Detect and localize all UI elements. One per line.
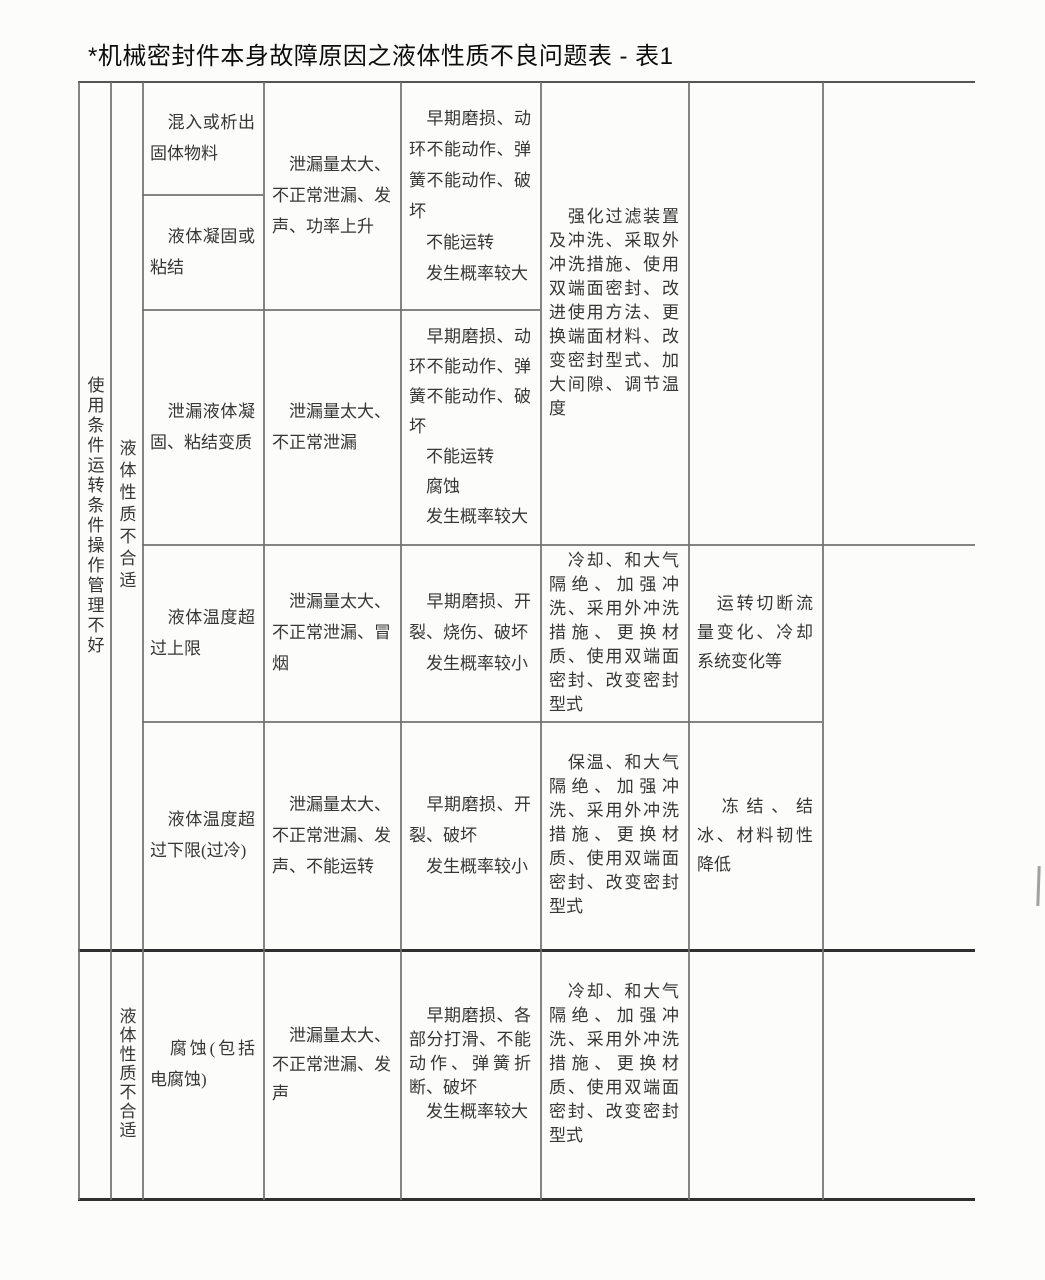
group-header-liquid-property-bottom: 液体性质不合适 <box>116 1007 136 1140</box>
cell-damage-corrosion: 早期磨损、各部分打滑、不能动作、弹簧折断、破坏 发生概率较大 <box>409 1006 531 1121</box>
cell-damage-rows12: 早期磨损、动环不能动作、弹簧不能动作、破坏 不能运转 发生概率较大 <box>409 108 531 283</box>
grid-line-col5-col6 <box>540 82 542 1200</box>
cell-effect-row5: 冻结、结冰、材料韧性降低 <box>697 796 813 874</box>
cell-cause-temp-under-limit: 液体温度超过下限(过冷) <box>150 810 255 860</box>
cell-damage-row4: 早期磨损、开裂、烧伤、破坏 发生概率较小 <box>409 592 531 673</box>
cell-damage-row5: 早期磨损、开裂、破坏 发生概率较小 <box>409 794 531 876</box>
cell-cause-liquid-solidify: 液体凝固或粘结 <box>150 226 255 277</box>
row-header-operating-conditions: 使用条件运转条件操作管理不好 <box>84 375 104 656</box>
scan-artifact-mark <box>1036 865 1041 907</box>
grid-line-col2-col3 <box>142 82 144 1200</box>
table-title: *机械密封件本身故障原因之液体性质不良问题表 - 表1 <box>88 43 674 70</box>
cell-measure-corrosion: 冷却、和大气隔绝、加强冲洗、采用外冲洗措施、更换材质、使用双端面密封、改变密封型… <box>549 982 679 1145</box>
table-border-top <box>78 81 975 83</box>
cell-leak-rows12: 泄漏量太大、不正常泄漏、发声、功率上升 <box>272 155 391 236</box>
grid-line-row1-row2 <box>142 194 263 196</box>
cell-leak-row3: 泄漏量太大、不正常泄漏 <box>272 401 391 452</box>
grid-line-col7-col8 <box>822 82 824 1200</box>
cell-measure-row4: 冷却、和大气隔绝、加强冲洗、采用外冲洗措施、更换材质、使用双端面密封、改变密封型… <box>549 550 679 714</box>
grid-line-row3-row4 <box>142 544 975 546</box>
cell-damage-row3: 早期磨损、动环不能动作、弹簧不能动作、破坏 不能运转 腐蚀 发生概率较大 <box>409 326 531 526</box>
grid-line-col4-col5 <box>400 82 402 1200</box>
cell-leak-corrosion: 泄漏量太大、不正常泄漏、发声 <box>272 1025 391 1103</box>
grid-line-row2-row3 <box>142 309 540 311</box>
table-border-bottom <box>78 1198 975 1201</box>
table-border-left <box>78 82 80 1200</box>
cell-leak-row5: 泄漏量太大、不正常泄漏、发声、不能运转 <box>272 794 391 876</box>
cell-effect-row4: 运转切断流量变化、冷却系统变化等 <box>697 594 813 671</box>
cell-measure-row5: 保温、和大气隔绝、加强冲洗、采用外冲洗措施、更换材质、使用双端面密封、改变密封型… <box>549 753 679 916</box>
cell-cause-temp-over-limit: 液体温度超过上限 <box>150 607 255 658</box>
grid-line-row4-row5 <box>142 721 822 723</box>
grid-line-col1-col2 <box>110 82 112 1200</box>
cell-leak-row4: 泄漏量太大、不正常泄漏、冒烟 <box>272 592 391 673</box>
grid-line-col6-col7 <box>688 82 690 1200</box>
section-divider <box>78 949 975 952</box>
cell-cause-solid-particles: 混入或析出固体物料 <box>150 113 255 163</box>
grid-line-col3-col4 <box>263 82 265 1200</box>
cell-cause-corrosion: 腐蚀(包括电腐蚀) <box>150 1039 255 1089</box>
cell-cause-leak-solidify: 泄漏液体凝固、粘结变质 <box>150 401 255 452</box>
group-header-liquid-property-top: 液体性质不合适 <box>116 438 136 593</box>
cell-measure-rows123: 强化过滤装置及冲洗、采取外冲洗措施、使用双端面密封、改进使用方法、更换端面材料、… <box>549 207 679 418</box>
